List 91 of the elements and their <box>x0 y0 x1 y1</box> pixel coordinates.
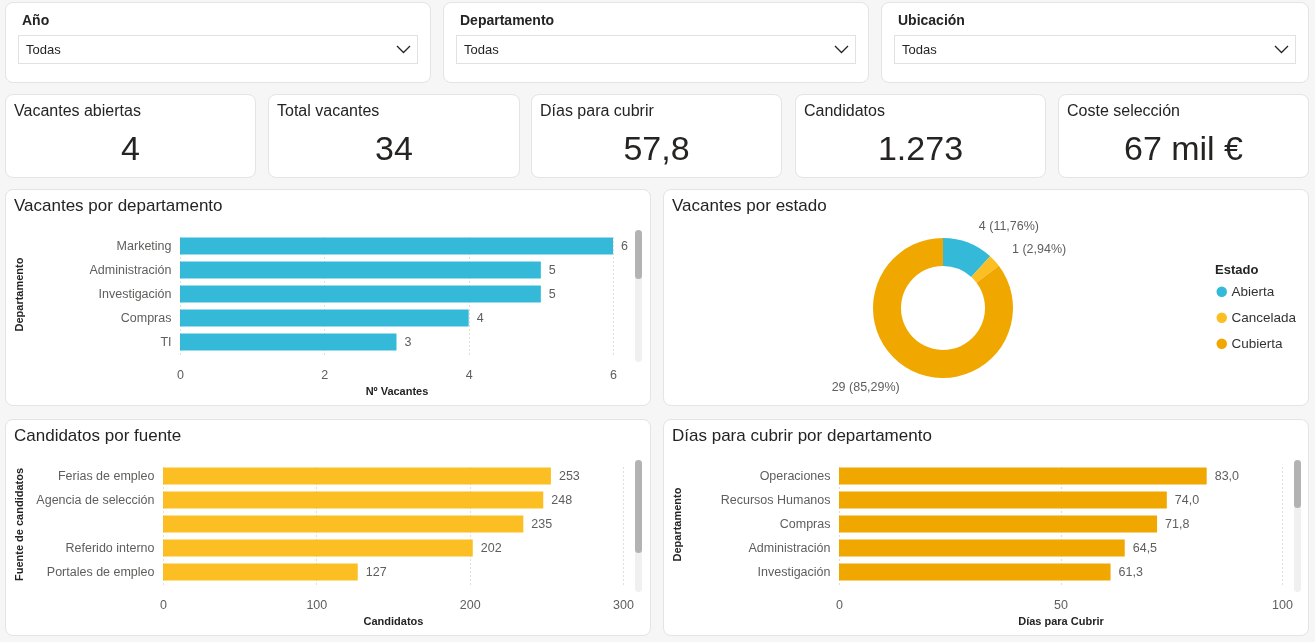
x-tick-label: 0 <box>836 597 844 612</box>
y-tick-label: Referido interno <box>65 541 155 555</box>
legend-label: Cubierta <box>1231 335 1284 351</box>
legend-title: Estado <box>1215 262 1259 277</box>
chart-title: Vacantes por departamento <box>14 196 223 216</box>
bar <box>163 563 358 581</box>
y-tick-label: Portales de empleo <box>46 565 155 579</box>
text: Departamento <box>460 12 555 28</box>
x-axis-title: Días para Cubrir <box>1018 614 1105 627</box>
x-tick-label: 0 <box>177 367 185 382</box>
legend-label: Cancelada <box>1231 309 1297 325</box>
bar <box>180 285 541 303</box>
x-tick-label: 50 <box>1054 597 1068 612</box>
bar <box>180 333 397 351</box>
x-axis-title: Candidatos <box>363 614 424 627</box>
bar <box>839 539 1125 557</box>
data-label: 4 <box>476 311 484 325</box>
y-tick-label: Investigación <box>98 287 172 301</box>
y-tick-label: Investigación <box>757 565 831 579</box>
data-label: 61,3 <box>1118 565 1143 579</box>
text: Total vacantes <box>277 102 380 120</box>
y-axis-title: Departamento <box>670 487 683 562</box>
data-label: 71,8 <box>1165 517 1190 531</box>
y-tick-label: Administración <box>89 263 172 277</box>
data-label: 6 <box>621 239 628 253</box>
y-tick-label: Ferias de empleo <box>57 469 155 483</box>
text: 1.273 <box>876 128 965 168</box>
text: Candidatos <box>804 102 885 120</box>
x-tick-label: 0 <box>160 597 168 612</box>
data-label: 202 <box>480 541 502 555</box>
data-label: 235 <box>531 517 553 531</box>
text: 57,8 <box>622 128 691 168</box>
data-label: 127 <box>365 565 387 579</box>
bar <box>839 563 1111 581</box>
text: Año <box>22 12 50 28</box>
legend-label: Abierta <box>1231 283 1275 299</box>
y-tick-label: Recursos Humanos <box>720 493 831 507</box>
y-tick-label: Administración <box>748 541 831 555</box>
x-tick-label: 4 <box>465 367 473 382</box>
bar <box>163 515 524 533</box>
donut-slice <box>971 256 999 283</box>
x-tick-label: 2 <box>321 367 329 382</box>
bar <box>180 237 613 255</box>
data-label: 83,0 <box>1214 469 1240 483</box>
y-tick-label: Compras <box>120 311 172 325</box>
bar <box>180 261 541 279</box>
donut-slice <box>943 238 991 277</box>
bar <box>163 539 473 557</box>
text: 67 mil € <box>1122 128 1245 168</box>
bar <box>839 467 1207 485</box>
data-label: 5 <box>548 287 556 301</box>
y-axis-title: Fuente de candidatos <box>12 467 25 582</box>
dropdown-field: Todas <box>456 35 856 64</box>
x-axis-title: Nº Vacantes <box>365 384 429 397</box>
data-label: 74,0 <box>1174 493 1200 507</box>
bar <box>180 309 469 327</box>
bar <box>163 491 544 509</box>
text: Vacantes abiertas <box>14 102 141 120</box>
data-label: 64,5 <box>1132 541 1158 555</box>
text: Ubicación <box>898 12 965 28</box>
data-label: 4 (11,76%) <box>978 218 1040 233</box>
bar <box>839 491 1167 509</box>
x-tick-label: 200 <box>459 597 481 612</box>
data-label: 29 (85,29%) <box>831 379 900 394</box>
x-tick-label: 100 <box>306 597 328 612</box>
chart-title: Candidatos por fuente <box>14 426 182 446</box>
bar <box>163 467 551 485</box>
data-label: 253 <box>558 469 580 483</box>
text: Coste selección <box>1067 102 1180 120</box>
x-tick-label: 300 <box>613 597 634 612</box>
dropdown-field: Todas <box>894 35 1296 64</box>
text: 4 <box>120 128 141 168</box>
y-tick-label: Agencia de selección <box>36 493 155 507</box>
chart-title: Vacantes por estado <box>672 196 827 216</box>
text: 34 <box>374 128 414 168</box>
data-label: 1 (2,94%) <box>1012 241 1067 256</box>
y-tick-label: TI <box>160 335 172 349</box>
data-label: 5 <box>548 263 556 277</box>
dropdown-field: Todas <box>18 35 418 64</box>
x-tick-label: 100 <box>1272 597 1293 612</box>
x-tick-label: 6 <box>610 367 618 382</box>
bar <box>839 515 1158 533</box>
text: Días para cubrir <box>540 102 654 120</box>
data-label: 3 <box>404 335 412 349</box>
chart-title: Días para cubrir por departamento <box>672 426 932 446</box>
y-tick-label: Compras <box>779 517 831 531</box>
y-axis-title: Departamento <box>12 257 25 332</box>
y-tick-label: Operaciones <box>759 469 831 483</box>
donut-slice <box>873 238 1013 378</box>
y-tick-label: Marketing <box>116 239 172 253</box>
data-label: 248 <box>551 493 573 507</box>
